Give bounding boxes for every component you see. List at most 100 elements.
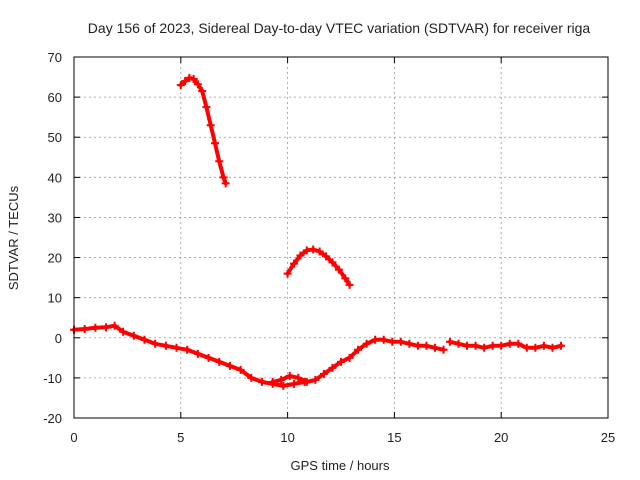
chart-title: Day 156 of 2023, Sidereal Day-to-day VTE… xyxy=(88,20,591,36)
data-point xyxy=(522,343,531,352)
data-point xyxy=(215,157,224,166)
data-point xyxy=(337,357,345,366)
data-point xyxy=(345,280,354,289)
data-point xyxy=(539,341,548,350)
data-point xyxy=(548,343,557,352)
data-point xyxy=(219,173,228,182)
data-point xyxy=(413,341,422,350)
data-point xyxy=(497,341,506,350)
y-tick-label: -10 xyxy=(43,371,62,386)
x-tick-label: 10 xyxy=(280,430,294,445)
data-point xyxy=(202,103,211,112)
data-point xyxy=(176,81,185,90)
data-point xyxy=(371,335,380,344)
data-point xyxy=(285,371,294,380)
x-tick-label: 25 xyxy=(601,430,615,445)
data-point xyxy=(193,80,202,89)
data-point xyxy=(183,345,192,354)
data-point xyxy=(362,339,371,348)
data-point xyxy=(430,343,439,352)
data-point xyxy=(290,379,299,388)
data-point xyxy=(388,337,397,346)
data-point xyxy=(302,377,311,386)
series-baseline-a xyxy=(70,321,309,390)
data-point xyxy=(328,258,337,267)
series-baseline-b xyxy=(268,335,448,386)
series-line xyxy=(72,323,307,388)
data-point xyxy=(557,341,566,350)
series-arc-mid xyxy=(283,245,354,289)
data-point xyxy=(445,337,454,346)
data-point xyxy=(236,365,245,374)
x-axis-label: GPS time / hours xyxy=(291,458,390,473)
data-point xyxy=(80,324,89,333)
data-point xyxy=(206,121,215,130)
data-point xyxy=(110,321,119,330)
data-point xyxy=(463,341,472,350)
data-point xyxy=(161,341,170,350)
data-point xyxy=(225,361,234,370)
data-point xyxy=(296,251,305,260)
data-point xyxy=(129,331,138,340)
y-tick-label: 70 xyxy=(48,50,62,65)
data-point xyxy=(315,247,324,256)
x-tick-label: 20 xyxy=(494,430,508,445)
x-tick-label: 15 xyxy=(387,430,401,445)
data-point xyxy=(480,343,489,352)
ticks: 0 5 10 15 20 25 -20 -10 0 10 20 30 40 50 60 70 xyxy=(43,50,615,445)
data-point xyxy=(247,373,256,382)
data-point xyxy=(102,323,111,332)
data-point xyxy=(204,353,213,362)
data-point xyxy=(471,341,480,350)
y-tick-label: 20 xyxy=(48,251,62,266)
y-tick-label: 30 xyxy=(48,210,62,225)
data-point xyxy=(396,337,405,346)
data-point xyxy=(454,339,463,348)
data-point xyxy=(189,75,198,84)
data-point xyxy=(345,353,354,362)
series-baseline-c xyxy=(445,337,566,352)
data-point xyxy=(151,339,160,348)
data-point xyxy=(283,269,292,278)
data-point xyxy=(91,323,100,332)
data-point xyxy=(193,349,202,358)
data-point xyxy=(439,345,448,354)
x-tick-label: 5 xyxy=(177,430,184,445)
data-point xyxy=(514,339,523,348)
y-axis-label: SDTVAR / TECUs xyxy=(6,185,21,290)
y-tick-label: 0 xyxy=(55,331,62,346)
data-point xyxy=(215,357,224,366)
data-point xyxy=(221,179,230,188)
data-point xyxy=(354,345,363,354)
series-layer xyxy=(70,73,566,390)
data-point xyxy=(268,377,277,386)
series-line xyxy=(178,75,228,186)
data-point xyxy=(311,375,320,384)
data-point xyxy=(279,381,288,390)
data-point xyxy=(198,87,207,96)
y-tick-label: 10 xyxy=(48,291,62,306)
y-tick-label: 50 xyxy=(48,130,62,145)
series-arc-high xyxy=(176,73,230,188)
data-point xyxy=(334,265,343,274)
data-point xyxy=(185,73,194,82)
data-point xyxy=(290,259,299,268)
data-point xyxy=(309,245,318,254)
data-point xyxy=(140,335,149,344)
y-tick-label: -20 xyxy=(43,411,62,426)
data-point xyxy=(341,274,350,283)
data-point xyxy=(181,77,190,86)
data-point xyxy=(505,339,514,348)
data-point xyxy=(328,363,337,372)
data-point xyxy=(210,139,219,148)
data-point xyxy=(422,341,431,350)
x-tick-label: 0 xyxy=(70,430,77,445)
data-point xyxy=(405,339,414,348)
data-point xyxy=(277,375,286,384)
y-tick-label: 40 xyxy=(48,170,62,185)
data-point xyxy=(172,343,181,352)
data-point xyxy=(379,335,388,344)
data-point xyxy=(257,377,266,386)
data-point xyxy=(319,369,328,378)
